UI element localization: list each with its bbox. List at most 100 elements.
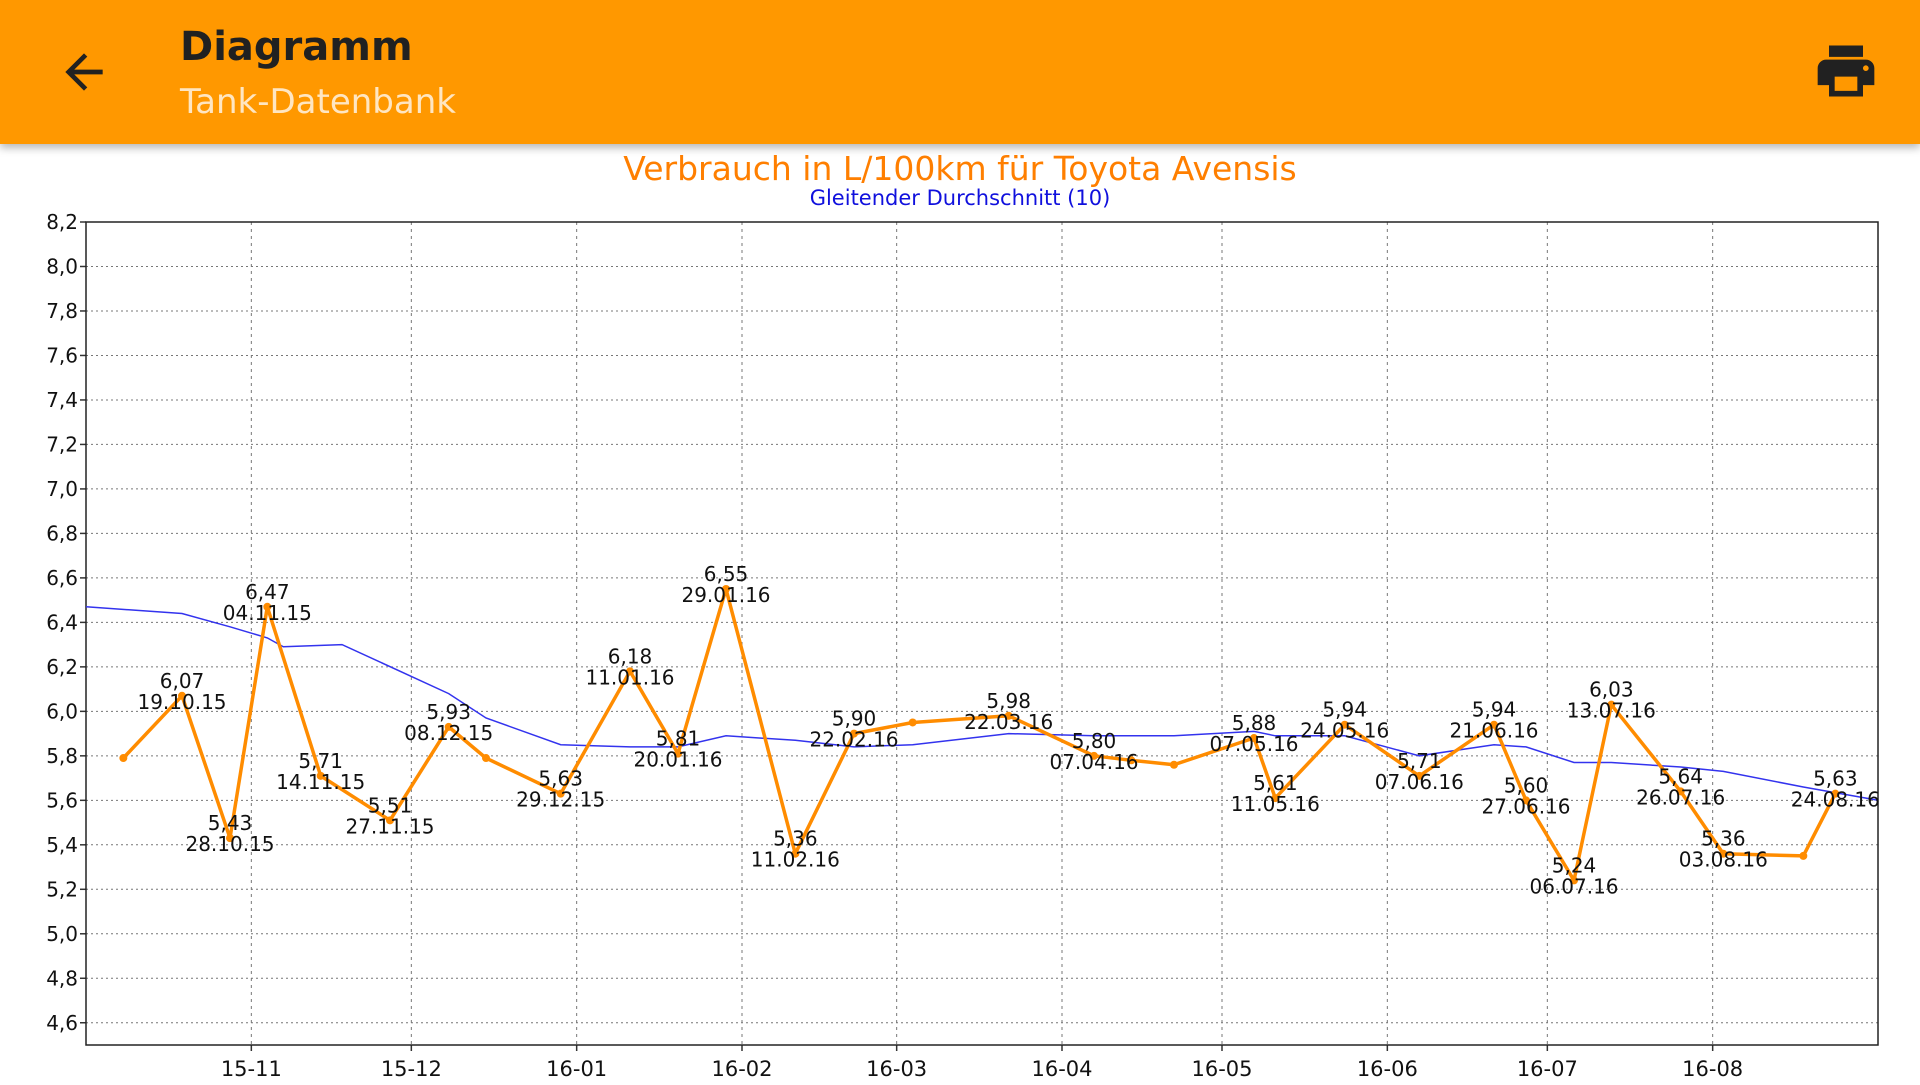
- value-label: 5,71: [298, 749, 343, 773]
- value-label: 5,80: [1072, 729, 1117, 753]
- grid: [86, 221, 1878, 1045]
- value-label: 5,94: [1322, 698, 1367, 722]
- date-label: 13.07.16: [1567, 699, 1656, 723]
- x-tick-label: 16-02: [711, 1057, 772, 1080]
- date-label: 28.10.15: [185, 832, 274, 856]
- date-label: 07.06.16: [1375, 770, 1464, 794]
- data-point: [791, 849, 800, 858]
- value-label: 5,24: [1552, 853, 1597, 877]
- y-tick-label: 7,0: [46, 477, 78, 501]
- print-button[interactable]: [1806, 36, 1886, 106]
- data-point: [1799, 851, 1808, 860]
- value-label: 5,51: [368, 793, 413, 817]
- arrow-back-icon: [65, 53, 103, 91]
- date-label: 14.11.15: [276, 770, 365, 794]
- date-label: 07.04.16: [1049, 750, 1138, 774]
- y-tick-label: 5,8: [46, 744, 78, 768]
- value-label: 6,55: [704, 562, 749, 586]
- value-label: 5,64: [1658, 764, 1703, 788]
- data-point: [1340, 720, 1349, 729]
- x-tick-label: 15-12: [381, 1057, 442, 1080]
- data-point: [1127, 756, 1136, 765]
- value-label: 5,81: [656, 727, 701, 751]
- date-label: 07.05.16: [1209, 732, 1298, 756]
- data-point: [850, 729, 858, 738]
- data-point: [1522, 796, 1530, 805]
- average-series: [85, 606, 1879, 802]
- date-label: 24.08.16: [1791, 788, 1880, 812]
- y-tick-label: 8,2: [46, 210, 78, 234]
- value-label: 5,88: [1232, 711, 1277, 735]
- date-label: 22.02.16: [809, 728, 898, 752]
- data-point: [1607, 700, 1616, 709]
- consumption-series: [119, 585, 1840, 885]
- y-tick-label: 6,4: [46, 610, 78, 634]
- value-label: 6,47: [245, 580, 290, 604]
- y-tick-label: 4,6: [46, 1011, 78, 1035]
- data-point: [316, 771, 325, 780]
- date-label: 29.12.15: [516, 788, 605, 812]
- data-point: [1004, 711, 1013, 720]
- page-subtitle: Tank-Datenbank: [180, 82, 456, 122]
- printer-icon: [1817, 45, 1875, 97]
- data-point: [1570, 876, 1578, 885]
- x-tick-label: 15-11: [221, 1057, 282, 1080]
- data-point: [626, 667, 634, 676]
- average-line: [85, 606, 1879, 802]
- data-point: [1250, 734, 1258, 743]
- date-label: 27.06.16: [1481, 794, 1570, 818]
- data-point: [1090, 751, 1098, 760]
- data-point: [1271, 794, 1280, 803]
- x-tick-label: 16-05: [1191, 1057, 1252, 1080]
- value-label: 5,94: [1472, 698, 1517, 722]
- data-point: [722, 585, 730, 594]
- date-label: 22.03.16: [964, 710, 1053, 734]
- x-tick-label: 16-07: [1517, 1057, 1578, 1080]
- back-button[interactable]: [36, 32, 132, 112]
- data-point: [386, 816, 394, 825]
- chart-area: Verbrauch in L/100km für Toyota Avensis …: [0, 144, 1920, 1081]
- y-tick-label: 4,8: [46, 966, 78, 990]
- y-tick-label: 5,4: [46, 833, 78, 857]
- y-tick-label: 7,2: [46, 432, 78, 456]
- value-label: 5,43: [208, 811, 253, 835]
- data-point: [1719, 849, 1728, 858]
- x-tick-label: 16-03: [866, 1057, 927, 1080]
- date-label: 03.08.16: [1679, 848, 1768, 872]
- y-tick-label: 6,6: [46, 566, 78, 590]
- data-point: [178, 691, 186, 700]
- axes: 8,2 8,0 7,8 7,6 7,4 7,2 7,0 6,8 6,6 6,4 6,2 6,0 5,8 5…: [46, 210, 1879, 1081]
- date-label: 20.01.16: [633, 748, 722, 772]
- x-tick-label: 16-06: [1357, 1057, 1418, 1080]
- x-tick-label: 16-08: [1682, 1057, 1743, 1080]
- value-label: 5,90: [832, 707, 877, 731]
- y-tick-label: 5,2: [46, 877, 78, 901]
- y-tick-label: 8,0: [46, 254, 78, 278]
- page-title: Diagramm: [180, 24, 413, 70]
- y-tick-label: 7,6: [46, 343, 78, 367]
- x-tick-label: 16-04: [1031, 1057, 1092, 1080]
- app-bar: Diagramm Tank-Datenbank: [0, 0, 1920, 144]
- data-point: [556, 789, 565, 798]
- date-label: 06.07.16: [1529, 874, 1618, 898]
- data-point: [226, 834, 234, 843]
- value-label: 6,03: [1589, 678, 1634, 702]
- value-label: 5,61: [1253, 771, 1298, 795]
- data-point: [1415, 771, 1424, 780]
- chart-title: Verbrauch in L/100km für Toyota Avensis: [623, 149, 1297, 188]
- data-point: [263, 602, 272, 611]
- date-label: 11.05.16: [1231, 792, 1320, 816]
- value-label: 5,63: [1813, 767, 1858, 791]
- y-tick-label: 6,2: [46, 655, 78, 679]
- chart-subtitle: Gleitender Durchschnitt (10): [810, 186, 1111, 210]
- data-point: [674, 749, 682, 758]
- date-label: 11.02.16: [751, 848, 840, 872]
- y-tick-label: 6,0: [46, 699, 78, 723]
- y-tick-label: 5,0: [46, 922, 78, 946]
- data-point: [1831, 789, 1840, 798]
- x-tick-label: 16-01: [546, 1057, 607, 1080]
- date-label: 27.11.15: [345, 814, 434, 838]
- data-point: [908, 718, 917, 727]
- y-tick-label: 7,8: [46, 299, 78, 323]
